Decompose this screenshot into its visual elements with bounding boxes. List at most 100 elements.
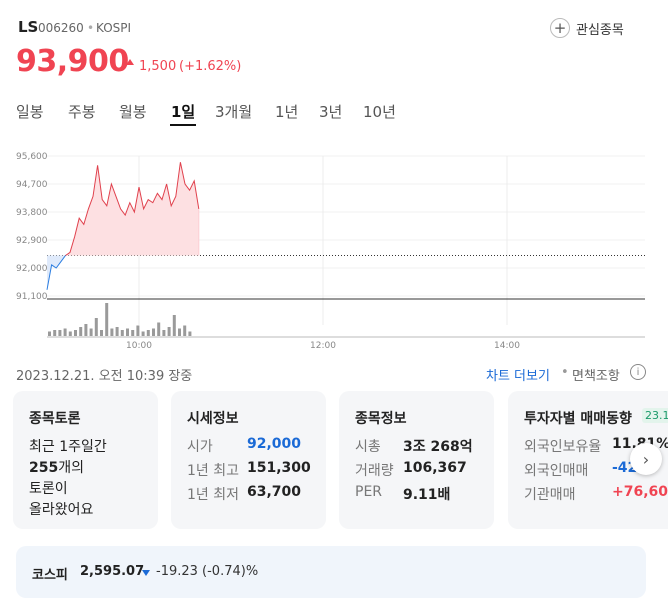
- inst-trade-value: +76,609: [612, 484, 668, 500]
- low-value: 63,700: [247, 484, 302, 500]
- tab-daily[interactable]: 일봉: [16, 103, 44, 121]
- volume-bar: [172, 315, 176, 336]
- index-name: 코스피: [32, 568, 68, 583]
- market-name: KOSPI: [96, 21, 132, 35]
- tab-3month[interactable]: 3개월: [215, 103, 253, 121]
- volume-bar: [167, 327, 171, 336]
- low-label: 1년 최저: [187, 487, 239, 503]
- card-title: 종목정보: [355, 411, 407, 427]
- volume-value: 106,367: [403, 460, 467, 476]
- discussion-count-line: 255개의: [29, 457, 84, 477]
- inst-trade-label: 기관매매: [524, 487, 576, 503]
- discussion-card[interactable]: 종목토론 최근 1주일간 255개의 토론이 올라왔어요: [13, 391, 158, 529]
- price-area-up: [65, 162, 199, 256]
- volume-bar: [53, 330, 57, 336]
- market-cap-label: 시총: [355, 439, 381, 455]
- card-title: 종목토론: [29, 411, 81, 427]
- y-tick-label: 95,600: [16, 152, 48, 162]
- price-area-down: [47, 255, 199, 290]
- per-label: PER: [355, 484, 383, 500]
- discussion-count: 255: [29, 460, 59, 476]
- date-badge: 23.1: [642, 408, 668, 423]
- discussion-text: 최근 1주일간: [29, 439, 107, 455]
- volume-bar: [141, 331, 145, 336]
- up-arrow-icon: [126, 59, 134, 65]
- x-tick-label: 10:00: [126, 341, 152, 351]
- y-tick-label: 92,900: [16, 236, 48, 246]
- high-value: 151,300: [247, 460, 311, 476]
- y-tick-label: 92,000: [16, 264, 48, 274]
- stock-info-card[interactable]: 종목정보 시총 3조 268억 거래량 106,367 PER 9.11배: [339, 391, 494, 529]
- price-line-up: [64, 162, 200, 256]
- more-chart-link[interactable]: 차트 더보기: [486, 369, 550, 384]
- market-cap-value: 3조 268억: [403, 439, 473, 455]
- tab-monthly[interactable]: 월봉: [119, 103, 147, 121]
- volume-label: 거래량: [355, 463, 394, 479]
- volume-bar: [100, 330, 103, 336]
- tab-1year[interactable]: 1년: [275, 103, 299, 121]
- y-tick-label: 93,800: [16, 208, 48, 218]
- volume-bar: [115, 327, 119, 336]
- volume-bar: [105, 303, 109, 336]
- open-value: 92,000: [247, 436, 302, 452]
- price-chart[interactable]: 95,600 94,700 93,800 92,900 92,000 91,100 10:0…: [0, 145, 668, 355]
- down-arrow-icon: [142, 570, 150, 576]
- volume-bar: [188, 331, 192, 336]
- volume-bar: [136, 325, 140, 336]
- volume-bar: [152, 328, 155, 336]
- price-info-card[interactable]: 시세정보 시가 92,000 1년 최고 151,300 1년 최저 63,70…: [171, 391, 326, 529]
- volume-bar: [178, 328, 181, 336]
- x-tick-label: 14:00: [494, 341, 520, 351]
- volume-bar: [162, 330, 166, 336]
- x-tick-label: 12:00: [310, 341, 336, 351]
- volume-bar: [146, 330, 150, 336]
- volume-bar: [110, 328, 114, 336]
- info-icon[interactable]: i: [630, 364, 646, 380]
- timestamp: 2023.12.21. 오전 10:39 장중: [16, 369, 193, 384]
- separator-dot: •: [87, 21, 95, 35]
- volume-bar: [131, 330, 135, 336]
- foreign-hold-label: 외국인보유율: [524, 439, 602, 455]
- card-title: 투자자별 매매동향: [524, 411, 632, 427]
- separator-dot: •: [561, 365, 569, 380]
- active-tab-indicator: [170, 124, 196, 126]
- index-value: 2,595.07: [80, 564, 145, 579]
- open-label: 시가: [187, 439, 213, 455]
- index-change: -19.23 (-0.74)%: [156, 564, 259, 579]
- volume-bar: [183, 325, 187, 336]
- disclaimer-link[interactable]: 면책조항: [572, 369, 620, 384]
- volume-bar: [79, 327, 83, 336]
- y-tick-label: 91,100: [16, 292, 48, 302]
- chevron-right-icon: ›: [642, 449, 650, 469]
- stock-ticker: LS: [18, 18, 39, 36]
- tab-1day[interactable]: 1일: [171, 103, 196, 121]
- volume-bar: [58, 330, 62, 336]
- next-card-button[interactable]: ›: [630, 443, 662, 475]
- price-change: 1,500: [139, 59, 177, 74]
- price-change-percent: (+1.62%): [179, 59, 242, 74]
- volume-bar: [94, 318, 98, 336]
- foreign-trade-label: 외국인매매: [524, 463, 589, 479]
- volume-bar: [126, 328, 129, 336]
- card-title: 시세정보: [187, 411, 239, 427]
- discussion-unit: 개의: [58, 460, 84, 476]
- add-favorite-button[interactable]: + 관심종목: [550, 17, 624, 39]
- stock-code: 006260: [38, 21, 84, 35]
- tab-3year[interactable]: 3년: [319, 103, 343, 121]
- favorite-label: 관심종목: [576, 22, 624, 38]
- discussion-text: 토론이: [29, 481, 68, 497]
- volume-bar: [74, 330, 77, 336]
- kospi-index-bar[interactable]: 코스피 2,595.07 -19.23 (-0.74)%: [16, 546, 646, 598]
- volume-bar: [120, 330, 124, 336]
- volume-bar: [48, 331, 51, 336]
- volume-bar: [157, 322, 161, 336]
- volume-bar: [63, 328, 67, 336]
- current-price: 93,900: [16, 44, 129, 79]
- tab-weekly[interactable]: 주봉: [68, 103, 96, 121]
- discussion-text: 올라왔어요: [29, 502, 94, 518]
- high-label: 1년 최고: [187, 463, 239, 479]
- plus-icon: +: [550, 18, 570, 38]
- tab-10year[interactable]: 10년: [363, 103, 396, 121]
- volume-bar: [68, 331, 72, 336]
- y-tick-label: 94,700: [16, 180, 48, 190]
